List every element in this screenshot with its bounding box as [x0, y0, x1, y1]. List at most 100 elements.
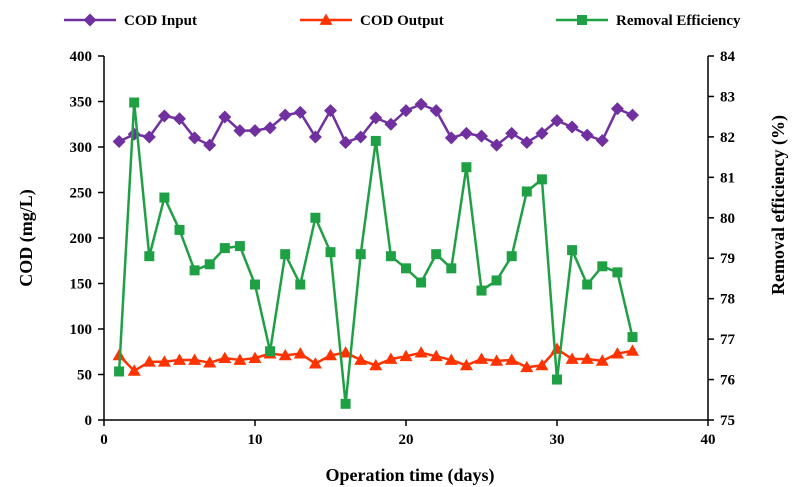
- data-point-cod-output: [444, 353, 458, 365]
- data-point-removal-efficiency: [325, 247, 336, 258]
- data-point-removal-efficiency: [265, 346, 276, 357]
- data-point-cod-input: [157, 109, 171, 123]
- data-point-cod-input: [490, 138, 504, 152]
- data-point-removal-efficiency: [506, 251, 517, 262]
- legend: COD Input COD Output Removal Efficiency: [64, 13, 741, 29]
- x-tick-label: 0: [100, 432, 108, 448]
- data-point-cod-output: [369, 358, 383, 371]
- data-point-cod-input: [565, 120, 579, 134]
- data-point-removal-efficiency: [250, 279, 260, 290]
- data-point-removal-efficiency: [536, 174, 547, 185]
- data-point-cod-output: [580, 352, 594, 364]
- x-axis-title: Operation time (days): [326, 465, 495, 486]
- data-point-removal-efficiency: [491, 275, 502, 286]
- y2-tick-label: 75: [720, 413, 735, 429]
- data-point-removal-efficiency: [476, 285, 487, 296]
- data-point-cod-input: [535, 126, 549, 140]
- data-point-removal-efficiency: [219, 243, 230, 254]
- data-point-cod-input: [278, 108, 292, 122]
- y-tick-label: 200: [70, 231, 93, 247]
- data-point-cod-input: [263, 121, 277, 135]
- y-tick-label: 250: [70, 186, 93, 202]
- data-point-removal-efficiency: [370, 135, 381, 146]
- data-point-cod-output: [535, 358, 549, 371]
- data-point-cod-input: [324, 104, 337, 118]
- data-point-cod-output: [308, 357, 322, 369]
- data-point-cod-output: [475, 352, 488, 364]
- y-axis-title: COD (mg/L): [16, 189, 37, 287]
- data-point-removal-efficiency: [355, 249, 366, 260]
- data-point-cod-output: [626, 344, 639, 356]
- data-point-cod-output: [414, 346, 428, 358]
- data-point-removal-efficiency: [234, 241, 245, 252]
- data-point-cod-input: [384, 117, 398, 131]
- data-point-cod-output: [565, 352, 579, 364]
- data-point-removal-efficiency: [461, 162, 472, 173]
- y2-tick-label: 81: [720, 170, 735, 186]
- data-point-removal-efficiency: [144, 251, 155, 262]
- data-point-removal-efficiency: [567, 245, 578, 256]
- data-point-cod-output: [429, 349, 443, 362]
- data-point-cod-input: [475, 129, 488, 143]
- data-point-removal-efficiency: [597, 261, 608, 272]
- data-point-cod-input: [414, 97, 428, 111]
- y-tick-label: 0: [85, 413, 93, 429]
- data-point-cod-input: [203, 138, 217, 152]
- y-tick-label: 100: [70, 322, 93, 338]
- x-tick-label: 10: [248, 432, 263, 448]
- plot-area: [112, 97, 639, 409]
- data-point-cod-input: [505, 126, 519, 140]
- series-cod-input: [112, 97, 639, 152]
- data-point-cod-output: [384, 352, 398, 364]
- legend-label-cod-input: COD Input: [124, 13, 197, 29]
- legend-marker-removal-efficiency: [577, 15, 587, 25]
- data-point-cod-input: [444, 131, 458, 145]
- legend-label-removal-efficiency: Removal Efficiency: [616, 13, 741, 29]
- data-point-cod-output: [354, 353, 368, 365]
- data-point-removal-efficiency: [129, 97, 140, 108]
- data-point-removal-efficiency: [174, 224, 185, 235]
- data-point-cod-output: [520, 360, 534, 373]
- data-point-cod-input: [354, 130, 368, 144]
- axes: 0 10 20 30 400501001502002503003504007576777…: [70, 49, 736, 448]
- data-point-cod-output: [459, 358, 473, 371]
- data-point-removal-efficiency: [189, 265, 200, 276]
- data-point-cod-output: [127, 364, 141, 376]
- y2-tick-label: 79: [720, 251, 735, 267]
- data-point-cod-output: [399, 349, 413, 362]
- data-point-cod-input: [429, 104, 443, 118]
- y2-tick-label: 83: [720, 89, 735, 105]
- data-point-cod-output: [173, 353, 186, 365]
- x-tick-label: 40: [701, 432, 716, 448]
- data-point-cod-input: [173, 112, 186, 126]
- legend-marker-cod-output: [319, 13, 333, 25]
- y2-tick-label: 77: [720, 332, 736, 348]
- y-tick-label: 350: [70, 95, 93, 111]
- data-point-cod-input: [142, 130, 156, 144]
- data-point-removal-efficiency: [204, 259, 215, 270]
- data-point-removal-efficiency: [521, 186, 532, 197]
- data-point-cod-input: [626, 108, 639, 122]
- data-point-removal-efficiency: [114, 366, 125, 377]
- data-point-removal-efficiency: [612, 267, 623, 278]
- x-tick-label: 30: [550, 432, 565, 448]
- data-point-cod-output: [339, 346, 353, 358]
- data-point-removal-efficiency: [310, 212, 321, 223]
- data-point-removal-efficiency: [340, 398, 351, 409]
- data-point-cod-input: [248, 124, 262, 138]
- x-tick-label: 20: [399, 432, 414, 448]
- data-point-cod-input: [369, 111, 383, 125]
- data-point-cod-output: [248, 351, 262, 363]
- y2-tick-label: 78: [720, 292, 735, 308]
- data-point-cod-input: [233, 124, 247, 138]
- data-point-removal-efficiency: [416, 277, 427, 288]
- data-point-cod-input: [293, 105, 307, 119]
- data-point-cod-input: [339, 135, 353, 149]
- data-point-cod-input: [595, 134, 609, 148]
- data-point-cod-output: [233, 353, 247, 365]
- data-point-cod-input: [610, 102, 624, 116]
- data-point-cod-input: [188, 131, 202, 145]
- y2-axis-title: Removal efficiency (%): [768, 115, 789, 295]
- series-removal-efficiency: [114, 97, 638, 409]
